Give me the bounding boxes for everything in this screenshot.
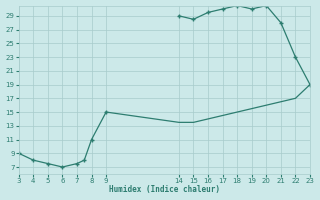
X-axis label: Humidex (Indice chaleur): Humidex (Indice chaleur) — [109, 185, 220, 194]
